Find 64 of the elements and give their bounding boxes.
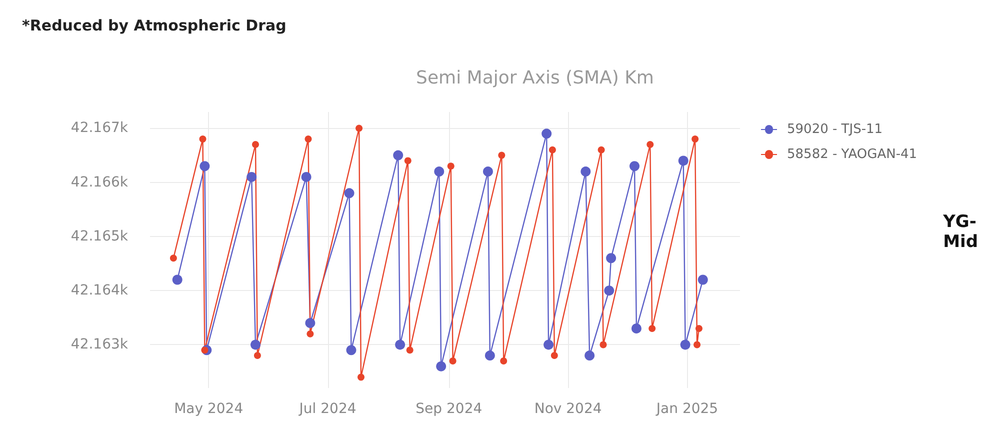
y-tick-label: 42.163k (70, 336, 129, 353)
point (498, 152, 506, 159)
point (484, 350, 495, 361)
point (246, 172, 257, 182)
point (395, 340, 406, 350)
x-tick-label: Jan 2025 (655, 401, 718, 417)
point (600, 341, 607, 348)
x-tick-label: Nov 2024 (534, 401, 602, 417)
point (598, 146, 605, 154)
legend-label: 58582 - YAOGAN-41 (787, 147, 918, 162)
point (548, 146, 556, 154)
point (200, 161, 210, 172)
point (346, 345, 356, 356)
point (356, 124, 363, 132)
point (436, 361, 446, 372)
point (678, 156, 688, 166)
point (344, 188, 354, 198)
point (447, 162, 454, 170)
point (304, 136, 312, 143)
point (449, 357, 456, 364)
point (250, 340, 260, 350)
point (692, 136, 699, 143)
legend-label: 59020 - TJS-11 (787, 122, 883, 137)
point (172, 274, 182, 285)
chart-title: Semi Major Axis (SMA) Km (416, 68, 654, 88)
point (631, 323, 642, 334)
point (201, 346, 208, 354)
point (482, 166, 493, 177)
point (252, 140, 259, 148)
point (694, 341, 701, 348)
point (542, 128, 552, 139)
y-tick-label: 42.165k (70, 228, 129, 244)
point (358, 374, 364, 381)
point (695, 324, 702, 332)
y-tick-label: 42.167k (70, 120, 129, 136)
point (393, 150, 404, 160)
point (550, 352, 558, 360)
x-tick-label: May 2024 (174, 401, 244, 417)
point (648, 324, 656, 332)
point (254, 352, 261, 360)
point (580, 166, 591, 177)
text: *Reduced by Atmospheric Drag (22, 16, 286, 34)
text: YG- Mid (942, 212, 978, 252)
point (199, 136, 206, 143)
point (404, 157, 412, 164)
point (305, 318, 316, 328)
x-tick-label: Sep 2024 (416, 401, 482, 417)
point (604, 286, 614, 296)
point (698, 274, 708, 285)
point (306, 330, 314, 338)
point (680, 340, 690, 350)
point (500, 357, 508, 364)
point (301, 172, 312, 182)
x-tick-label: Jul 2024 (298, 401, 356, 417)
point (646, 140, 654, 148)
point (544, 340, 554, 350)
point (606, 253, 616, 264)
point (584, 350, 595, 361)
point (170, 254, 177, 262)
point (434, 166, 444, 177)
point (406, 346, 414, 354)
point (630, 161, 640, 172)
y-tick-label: 42.166k (70, 174, 129, 190)
y-tick-label: 42.164k (70, 282, 129, 299)
